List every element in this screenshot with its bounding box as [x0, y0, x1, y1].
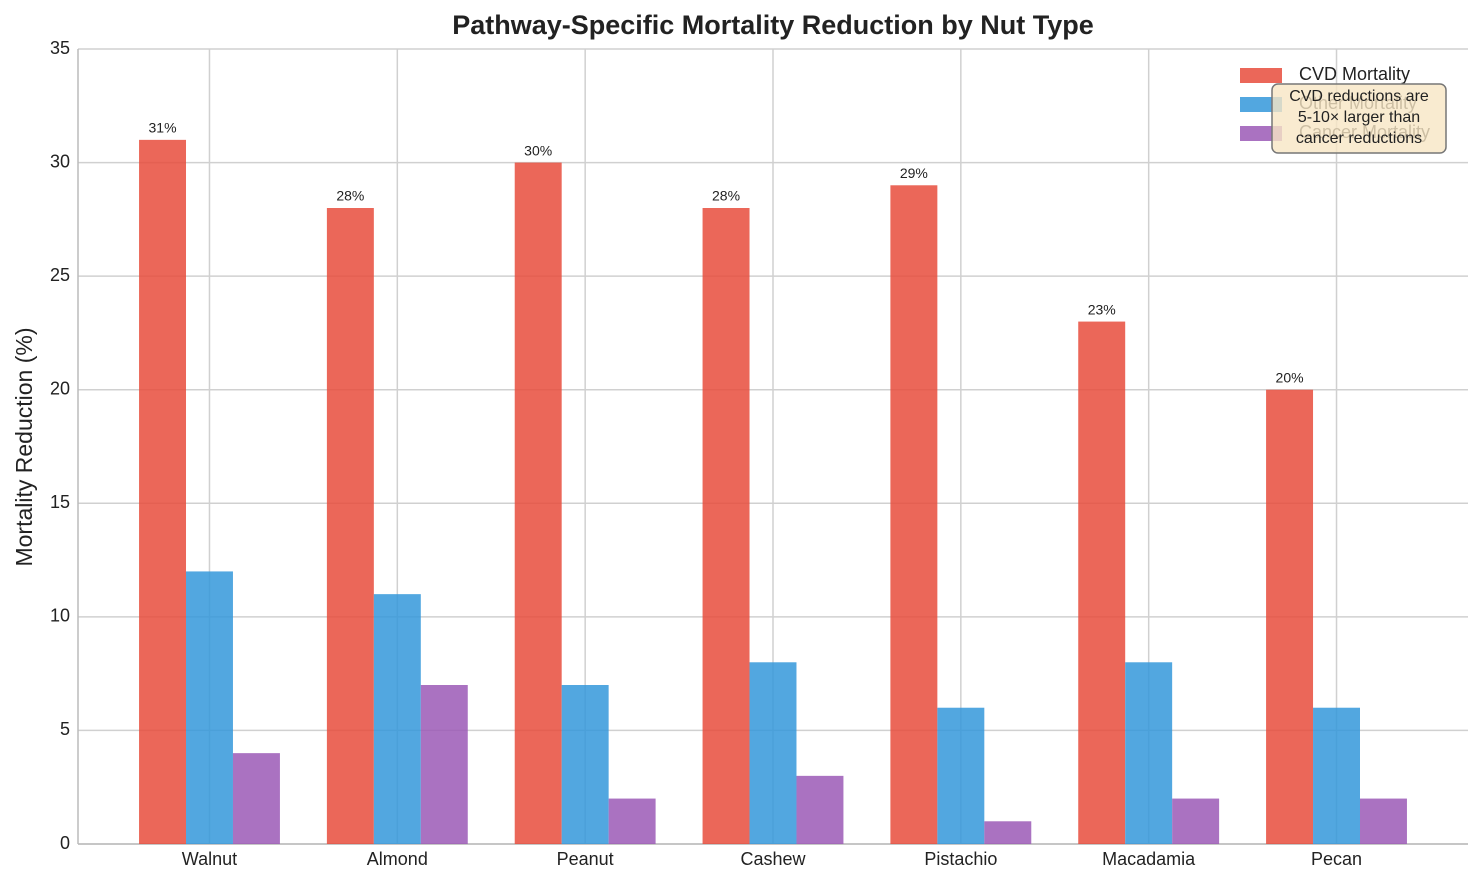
bar: [1313, 707, 1360, 844]
bar: [1266, 389, 1314, 844]
y-tick-label: 15: [50, 492, 70, 512]
x-tick-label: Peanut: [557, 849, 614, 869]
y-tick-label: 10: [50, 606, 70, 626]
data-label: 23%: [1088, 301, 1116, 317]
bar: [186, 571, 233, 844]
bar: [984, 821, 1032, 844]
y-tick-label: 0: [60, 833, 70, 853]
bar: [373, 594, 421, 844]
x-tick-label: Cashew: [740, 849, 806, 869]
bar: [232, 753, 280, 844]
bar: [1125, 662, 1173, 844]
bar: [420, 685, 468, 844]
bar: [749, 662, 797, 844]
bar: [1078, 321, 1126, 845]
bar: [326, 208, 374, 844]
data-label: 30%: [524, 142, 552, 158]
bar: [139, 139, 187, 844]
y-axis-label: Mortality Reduction (%): [11, 327, 37, 566]
bar: [1172, 798, 1220, 844]
legend-swatch: [1240, 68, 1282, 83]
annotation: 5-10× larger than: [1298, 109, 1420, 126]
bar: [561, 685, 609, 844]
data-label: 28%: [336, 188, 364, 204]
bar: [702, 208, 750, 844]
data-label: 28%: [712, 188, 740, 204]
data-label: 29%: [900, 165, 928, 181]
chart-title: Pathway-Specific Mortality Reduction by …: [452, 10, 1094, 40]
x-tick-label: Almond: [367, 849, 428, 869]
data-label: 31%: [149, 120, 177, 136]
bar: [514, 162, 562, 845]
x-tick-label: Walnut: [182, 849, 237, 869]
y-tick-label: 5: [60, 719, 70, 739]
y-tick-label: 30: [50, 151, 70, 171]
bar: [890, 185, 938, 845]
y-tick-label: 25: [50, 265, 70, 285]
annotation: CVD reductions are: [1289, 88, 1429, 105]
y-tick-label: 20: [50, 378, 70, 398]
bar: [1359, 798, 1407, 844]
x-tick-label: Macadamia: [1102, 849, 1196, 869]
bar: [796, 775, 844, 844]
y-tick-label: 35: [50, 38, 70, 58]
x-tick-label: Pistachio: [924, 849, 997, 869]
x-tick-label: Pecan: [1311, 849, 1362, 869]
legend-label: CVD Mortality: [1299, 64, 1410, 84]
annotation: cancer reductions: [1296, 130, 1422, 147]
bar: [608, 798, 656, 844]
data-label: 20%: [1276, 369, 1304, 385]
annotation-box: [1271, 83, 1447, 154]
bar: [937, 707, 985, 844]
